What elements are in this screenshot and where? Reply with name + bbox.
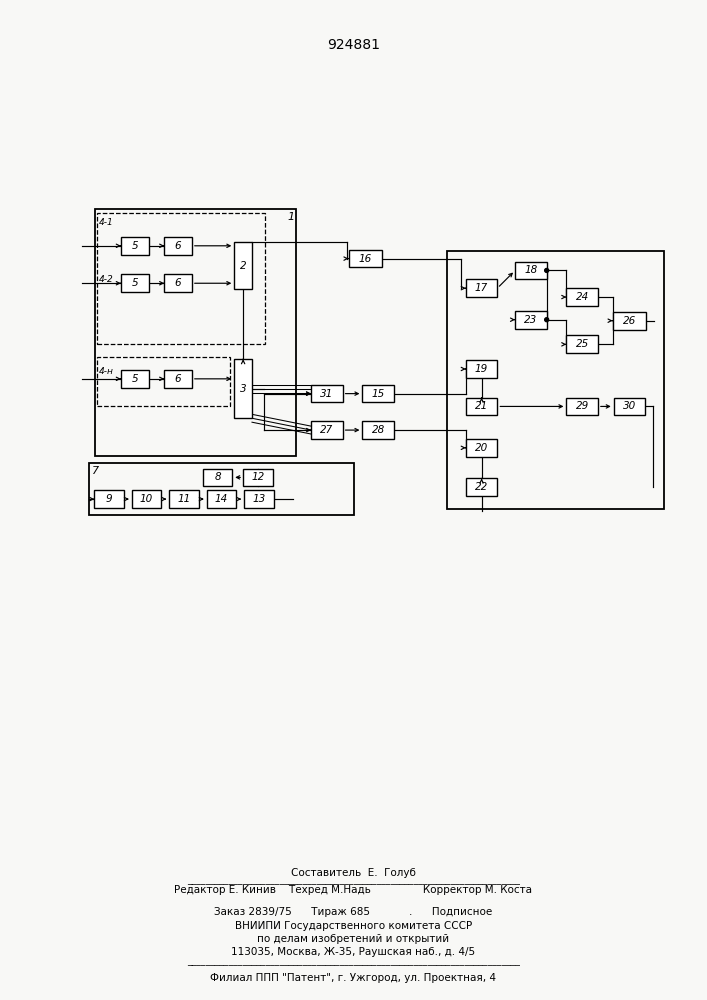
Circle shape [544,268,549,272]
Bar [94,490,124,508]
Text: 22: 22 [475,482,489,492]
Text: 26: 26 [623,316,636,326]
Bar [515,262,547,279]
Text: Филиал ППП "Патент", г. Ужгород, ул. Проектная, 4: Филиал ППП "Патент", г. Ужгород, ул. Про… [211,973,496,983]
Text: 16: 16 [358,254,372,264]
Text: 13: 13 [252,494,266,504]
Text: 23: 23 [525,315,537,325]
Bar [466,360,498,378]
Text: 2: 2 [240,261,247,271]
Text: 6: 6 [175,241,182,251]
Text: 4-2: 4-2 [99,275,114,284]
Text: ВНИИПИ Государственного комитета СССР: ВНИИПИ Государственного комитета СССР [235,921,472,931]
Text: ────────────────────────────────────────────────────────────────────────: ────────────────────────────────────────… [187,880,520,888]
Bar [98,213,265,344]
Text: 29: 29 [575,401,589,411]
Bar [566,335,598,353]
Bar [466,439,498,457]
Bar [466,478,498,496]
Text: 9: 9 [106,494,112,504]
Text: Составитель  Е.  Голуб: Составитель Е. Голуб [291,868,416,878]
Bar [447,251,664,509]
Bar [132,490,161,508]
Text: 24: 24 [575,292,589,302]
Bar [311,421,343,439]
Text: 8: 8 [214,472,221,482]
Bar [613,312,646,330]
Text: Заказ 2839/75      Тираж 685            .      Подписное: Заказ 2839/75 Тираж 685 . Подписное [214,907,493,917]
Text: 27: 27 [320,425,334,435]
Text: 30: 30 [623,401,636,411]
Bar [363,421,394,439]
Bar [349,250,382,267]
Text: 5: 5 [132,241,138,251]
Text: 14: 14 [215,494,228,504]
Text: 18: 18 [525,265,537,275]
Bar [243,469,273,486]
Text: 113035, Москва, Ж-35, Раушская наб., д. 4/5: 113035, Москва, Ж-35, Раушская наб., д. … [231,947,476,957]
Bar [515,311,547,329]
Text: 10: 10 [140,494,153,504]
Bar [164,370,192,388]
Text: 21: 21 [475,401,489,411]
Bar [121,237,148,255]
Bar [234,242,252,289]
Text: 6: 6 [175,374,182,384]
Bar [121,370,148,388]
Bar [244,490,274,508]
Text: 31: 31 [320,389,334,399]
Bar [89,463,354,515]
Text: 1: 1 [287,212,294,222]
Circle shape [544,318,549,322]
Text: 924881: 924881 [327,38,380,52]
Bar [466,398,498,415]
Text: 5: 5 [132,278,138,288]
Bar [234,359,252,418]
Text: 17: 17 [475,283,489,293]
Text: 4-1: 4-1 [99,218,114,227]
Text: 4-н: 4-н [99,367,114,376]
Text: 6: 6 [175,278,182,288]
Bar [164,274,192,292]
Bar [466,279,498,297]
Bar [614,398,645,415]
Bar [566,398,598,415]
Text: 25: 25 [575,339,589,349]
Text: 19: 19 [475,364,489,374]
Bar [363,385,394,402]
Bar [121,274,148,292]
Bar [203,469,233,486]
Bar [95,209,296,456]
Bar [98,357,230,406]
Text: Редактор Е. Кинив    Техред М.Надь                Корректор М. Коста: Редактор Е. Кинив Техред М.Надь Корректо… [175,885,532,895]
Text: 3: 3 [240,384,247,394]
Text: 28: 28 [371,425,385,435]
Text: ────────────────────────────────────────────────────────────────────────: ────────────────────────────────────────… [187,960,520,970]
Text: по делам изобретений и открытий: по делам изобретений и открытий [257,934,450,944]
Bar [311,385,343,402]
Text: 12: 12 [251,472,264,482]
Bar [566,288,598,306]
Bar [164,237,192,255]
Text: 7: 7 [93,466,100,476]
Text: 5: 5 [132,374,138,384]
Text: 11: 11 [177,494,191,504]
Bar [169,490,199,508]
Text: 20: 20 [475,443,489,453]
Text: 15: 15 [371,389,385,399]
Bar [206,490,236,508]
